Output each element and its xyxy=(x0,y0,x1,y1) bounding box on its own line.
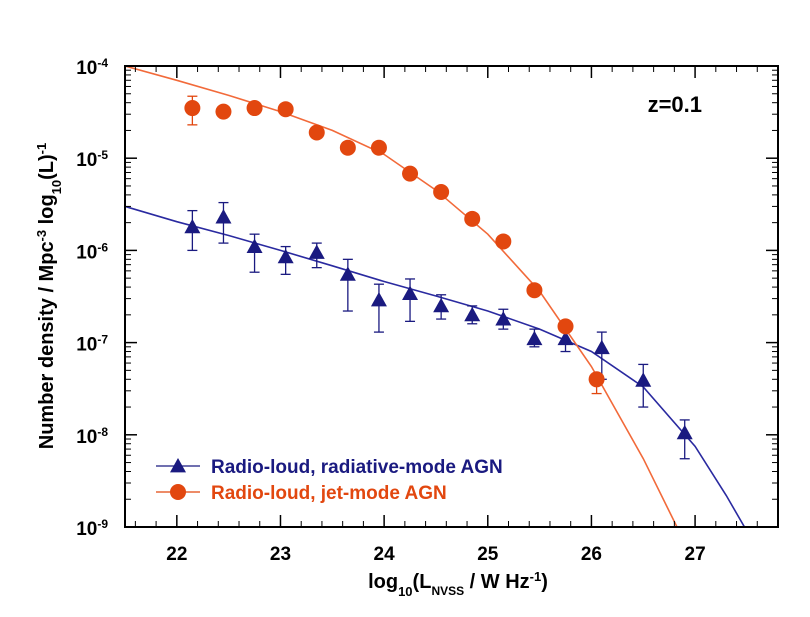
legend-marker-circle xyxy=(170,484,186,500)
y-tick-label: 10-9 xyxy=(76,517,108,540)
x-tick-label: 25 xyxy=(477,544,499,565)
y-tick-exponent: -8 xyxy=(97,425,108,439)
data-point-circle xyxy=(557,318,574,335)
data-point-circle xyxy=(464,210,481,227)
plot-frame xyxy=(124,65,779,528)
data-point-triangle xyxy=(464,306,481,322)
x-tick-label: 27 xyxy=(685,544,706,565)
data-point-triangle xyxy=(526,330,543,346)
error-bars xyxy=(187,95,690,460)
data-point-triangle xyxy=(370,291,387,307)
y-tick-exponent: -7 xyxy=(97,333,108,347)
y-tick-base: 10 xyxy=(76,335,97,356)
legend-label-2: Radio-loud, jet-mode AGN xyxy=(211,483,447,504)
data-point-triangle xyxy=(308,244,325,259)
data-point-circle xyxy=(215,103,232,120)
x-tick-label: 26 xyxy=(581,544,602,565)
data-point-circle xyxy=(526,282,543,299)
y-tick-base: 10 xyxy=(76,150,97,171)
redshift-annotation: z=0.1 xyxy=(648,92,702,117)
data-point-circle xyxy=(370,139,387,156)
data-point-circle xyxy=(588,371,605,388)
data-point-triangle xyxy=(557,330,574,346)
y-tick-exponent: -6 xyxy=(97,240,108,254)
legend-marker-triangle xyxy=(170,458,186,473)
data-point-triangle xyxy=(593,339,610,355)
legend-label-1: Radio-loud, radiative-mode AGN xyxy=(211,457,503,478)
y-tick-label: 10-7 xyxy=(76,333,108,356)
x-tick-label: 24 xyxy=(374,544,396,565)
y-axis-title: Number density / Mpc-3 log10(L)-1 xyxy=(34,143,64,450)
data-point-triangle xyxy=(495,311,512,326)
y-tick-base: 10 xyxy=(76,427,97,448)
x-tick-label: 23 xyxy=(270,544,291,565)
x-axis-title: log10(LNVSS / W Hz-1) xyxy=(368,569,548,599)
y-tick-label: 10-6 xyxy=(76,240,108,263)
data-point-triangle xyxy=(339,266,356,281)
data-point-circle xyxy=(402,165,419,182)
y-tick-base: 10 xyxy=(76,519,97,540)
data-point-triangle xyxy=(277,248,294,264)
y-tick-label: 10-4 xyxy=(76,56,108,79)
data-point-triangle xyxy=(184,218,201,234)
data-point-circle xyxy=(184,100,201,117)
data-point-triangle xyxy=(676,424,693,440)
data-point-circle xyxy=(308,124,325,141)
y-tick-label: 10-5 xyxy=(76,148,108,171)
y-tick-label: 10-8 xyxy=(76,425,108,448)
data-point-triangle xyxy=(215,209,232,224)
data-point-circle xyxy=(339,139,356,156)
data-markers xyxy=(184,100,693,440)
data-point-triangle xyxy=(433,297,450,313)
data-point-circle xyxy=(277,101,294,118)
y-tick-exponent: -4 xyxy=(97,56,108,70)
y-tick-base: 10 xyxy=(76,58,97,79)
legend: Radio-loud, radiative-mode AGN Radio-loud… xyxy=(156,457,503,504)
y-tick-base: 10 xyxy=(76,242,97,263)
data-point-triangle xyxy=(402,285,419,300)
data-point-circle xyxy=(495,233,512,250)
data-point-triangle xyxy=(246,238,263,253)
data-point-triangle xyxy=(635,372,652,387)
x-tick-label: 22 xyxy=(166,544,187,565)
y-tick-exponent: -5 xyxy=(97,148,108,162)
y-tick-exponent: -9 xyxy=(97,517,108,531)
data-point-circle xyxy=(433,183,450,200)
data-point-circle xyxy=(246,100,263,117)
